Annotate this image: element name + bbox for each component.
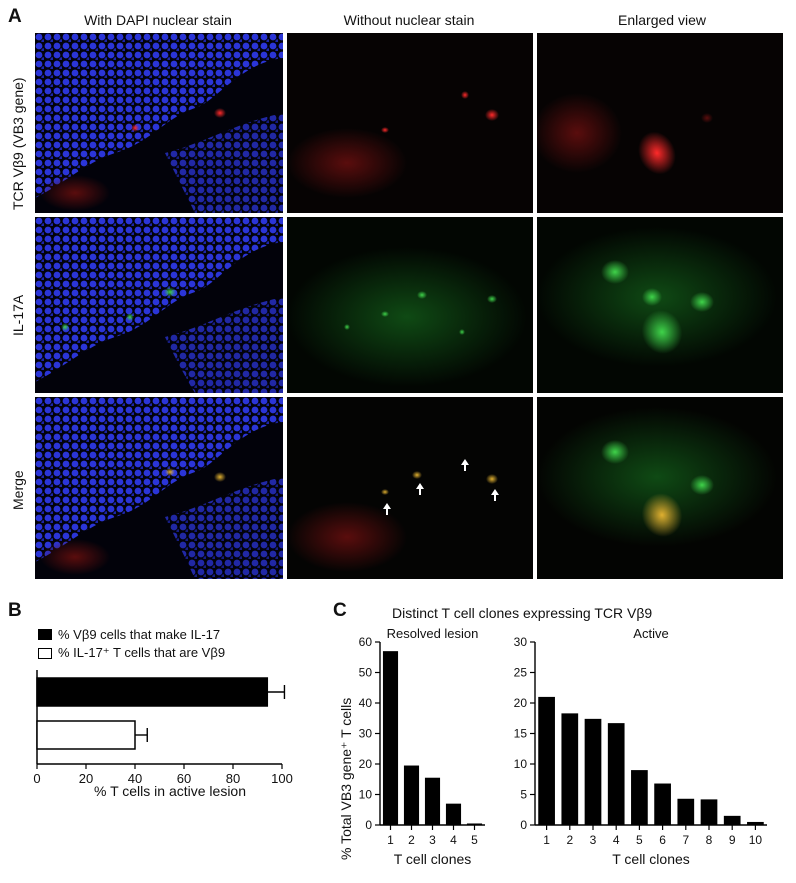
x-tick-label: 8	[706, 833, 713, 847]
legend-label-il17: % IL-17⁺ T cells that are Vβ9	[58, 645, 226, 660]
x-tick-label: 60	[177, 771, 191, 786]
y-tick-label: 0	[520, 818, 527, 832]
bar	[445, 803, 462, 825]
bar	[677, 798, 695, 825]
y-tick-label: 0	[365, 818, 372, 832]
x-tick-label: 100	[271, 771, 293, 786]
bar	[36, 677, 269, 707]
x-tick-label: 80	[226, 771, 240, 786]
bar	[747, 821, 764, 825]
y-tick-label: 20	[514, 696, 528, 710]
row-label-merge: Merge	[10, 470, 26, 510]
bar	[466, 823, 483, 825]
x-tick-label: 7	[682, 833, 689, 847]
y-tick-label: 60	[359, 635, 373, 649]
x-tick-label: 3	[590, 833, 597, 847]
legend-item-vb9: % Vβ9 cells that make IL-17	[38, 627, 220, 642]
arrow-icon	[383, 503, 391, 515]
x-tick-label: 5	[636, 833, 643, 847]
micrograph-il17-only	[287, 217, 533, 393]
bar	[700, 799, 718, 825]
bar	[538, 696, 555, 825]
row-label-il17a: IL-17A	[10, 294, 26, 336]
y-tick-label: 30	[359, 727, 373, 741]
bar	[424, 777, 441, 825]
legend-label-vb9: % Vβ9 cells that make IL-17	[58, 627, 221, 642]
x-tick-label: 2	[566, 833, 573, 847]
y-tick-label: 50	[359, 666, 373, 680]
row-label-tcr: TCR Vβ9 (VB3 gene)	[10, 77, 26, 210]
bar	[723, 815, 741, 825]
x-tick-label: 1	[387, 833, 394, 847]
panel-c-letter: C	[333, 600, 347, 621]
bar	[584, 718, 602, 825]
micrograph-tcr-only	[287, 33, 533, 213]
legend-item-il17: % IL-17⁺ T cells that are Vβ9	[38, 645, 225, 661]
micrograph-il17-enlarged	[537, 217, 783, 393]
x-tick-label: 2	[408, 833, 415, 847]
column-header-no-stain: Without nuclear stain	[343, 12, 475, 28]
arrow-icon	[491, 489, 499, 501]
x-tick-label: 0	[33, 771, 40, 786]
micrograph-tcr-enlarged	[537, 33, 783, 213]
y-tick-label: 25	[514, 666, 528, 680]
bar	[382, 651, 399, 825]
x-tick-label: 6	[659, 833, 666, 847]
chart-b: 0 20 40 60 80 100	[33, 670, 293, 786]
y-tick-label: 10	[359, 788, 373, 802]
micrograph-dapi-tcr	[35, 33, 283, 213]
bar	[607, 723, 625, 825]
chart-title: Resolved lesion	[387, 626, 479, 641]
y-tick-label: 40	[359, 696, 373, 710]
panel-b-letter: B	[8, 600, 22, 621]
y-tick-label: 5	[520, 788, 527, 802]
y-tick-label: 10	[514, 757, 528, 771]
x-tick-label: 3	[429, 833, 436, 847]
x-tick-label: 9	[729, 833, 736, 847]
bar	[654, 783, 671, 825]
x-tick-label: 1	[543, 833, 550, 847]
y-tick-label: 30	[514, 635, 528, 649]
micrograph-dapi-il17	[35, 217, 283, 393]
x-tick-label: 4	[450, 833, 457, 847]
chart-b-xlabel: % T cells in active lesion	[94, 783, 246, 799]
micrograph-dapi-merge	[35, 397, 283, 579]
x-tick-label: 10	[749, 833, 763, 847]
panel-c-title: Distinct T cell clones expressing TCR Vβ…	[392, 605, 653, 621]
arrow-icon	[416, 483, 424, 495]
bar	[36, 720, 136, 750]
y-tick-label: 20	[359, 757, 373, 771]
x-axis-label: T cell clones	[612, 851, 690, 867]
legend-swatch-white	[38, 647, 52, 659]
micrograph-merge-enlarged	[537, 397, 783, 579]
micrograph-merge	[287, 397, 533, 579]
arrow-icon	[461, 459, 469, 471]
bar	[631, 770, 648, 825]
x-tick-label: 5	[471, 833, 478, 847]
bar	[403, 765, 420, 825]
column-header-dapi: With DAPI nuclear stain	[84, 12, 232, 28]
bar	[561, 713, 579, 825]
x-axis-label: T cell clones	[394, 851, 472, 867]
x-tick-label: 40	[128, 771, 142, 786]
x-tick-label: 20	[79, 771, 93, 786]
legend-swatch-black	[38, 629, 52, 640]
y-tick-label: 15	[514, 727, 528, 741]
x-tick-label: 4	[613, 833, 620, 847]
chart-title: Active	[633, 626, 668, 641]
panel-a-letter: A	[8, 6, 22, 27]
column-header-enlarged: Enlarged view	[618, 12, 706, 28]
panel-c-ylabel: % Total VB3 gene⁺ T cells	[338, 697, 354, 860]
